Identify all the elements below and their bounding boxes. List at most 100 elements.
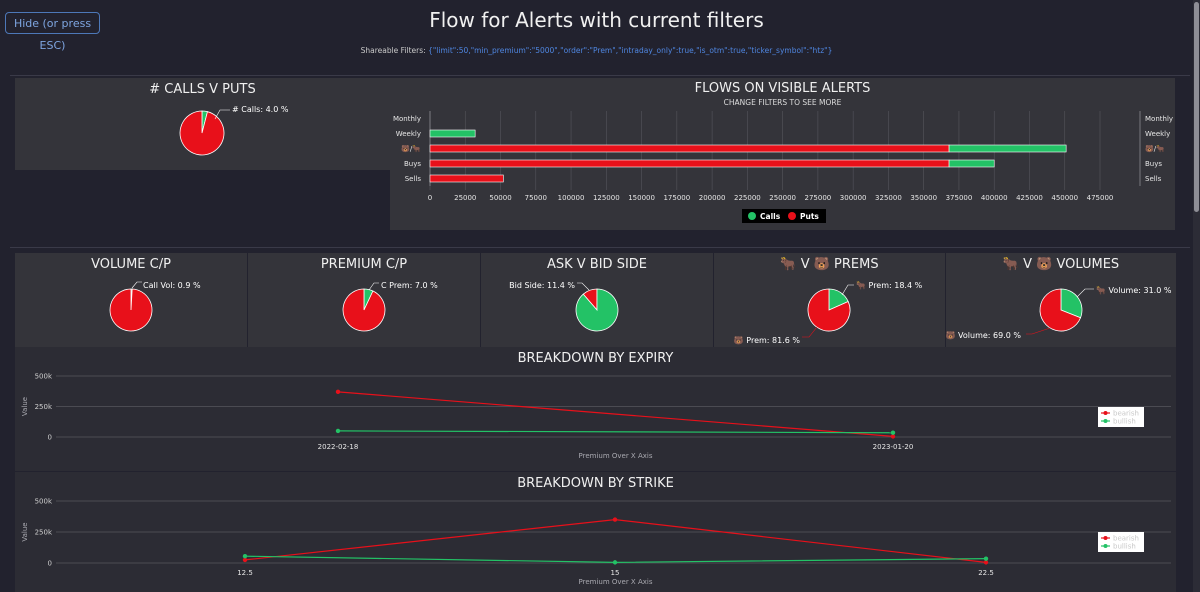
y-axis-label: Value [21,397,29,416]
volume-cp-panel: VOLUME C/P Call Vol: 0.9 % [15,253,247,347]
bar-puts[interactable] [429,174,504,183]
volumes-pie-svg: 🐂 Volume: 31.0 % 🐻 Volume: 69.0 % [946,286,1172,340]
legend-marker-puts[interactable] [788,212,796,220]
legend-marker-bullish[interactable] [1103,419,1108,423]
legend-label: bearish [1113,410,1139,418]
pie-slice-bearish[interactable] [807,288,851,332]
x-tick-label: 300000 [840,194,867,202]
bar-calls[interactable] [948,159,995,168]
y-tick-label: Sells [405,175,422,183]
strike-title: BREAKDOWN BY STRIKE [517,476,674,491]
ask-v-bid-panel: ASK V BID SIDE Bid Side: 11.4 % [481,253,713,347]
expiry-title: BREAKDOWN BY EXPIRY [517,351,674,366]
pie-label-leader [841,284,854,296]
bar-calls[interactable] [429,129,476,138]
legend-marker-bearish[interactable] [1103,411,1108,415]
x-tick-label: 375000 [946,194,973,202]
y-tick-label: 0 [48,560,52,568]
pie-label-leader [577,282,590,291]
pie-slice-bullish[interactable] [1060,288,1083,319]
point-bullish[interactable] [983,556,989,561]
point-bearish[interactable] [242,557,248,563]
volume-cp-pie-svg: Call Vol: 0.9 % [109,281,201,332]
shareable-filters-label: Shareable Filters: [360,46,429,55]
flows-bar-chart: 0 25000 50000 75000 100000 125000 150000 175000… [393,111,1173,223]
point-bullish[interactable] [335,428,341,434]
point-bearish[interactable] [890,434,896,439]
legend-marker-bullish[interactable] [1103,544,1108,548]
x-tick-label: 350000 [910,194,937,202]
series-line-bearish [244,518,987,563]
x-tick-label: 0 [428,194,432,202]
y-tick-label: 500k [35,373,53,381]
pie-label: 🐻 Prem: 81.6 % [734,335,801,345]
pie-label: Call Vol: 0.9 % [143,281,201,290]
legend-label: Puts [800,212,819,221]
x-tick-label: 475000 [1087,194,1114,202]
divider [10,247,1190,248]
strike-line-chart: 0 250k 500k Value Premium Over X Axis 12.5 15 2… [21,498,1171,586]
point-bearish[interactable] [335,389,341,395]
point-bullish[interactable] [890,430,896,435]
pie-label: C Prem: 7.0 % [381,281,438,290]
y-axis-label: Value [21,522,29,541]
y-tick-label: 250k [35,403,53,411]
shareable-filters-value[interactable]: {"limit":50,"min_premium":"5000","order"… [428,46,833,55]
x-tick-label: 100000 [558,194,585,202]
volume-cp-title: VOLUME C/P [91,257,171,272]
pie-label-leader [131,281,142,289]
pie-label: # Calls: 4.0 % [232,105,289,114]
hide-button[interactable]: Hide (or press ESC) [5,12,100,52]
y-tick-label: Weekly [396,130,421,138]
legend-box [1098,532,1144,552]
x-tick-label: 250000 [769,194,796,202]
prems-title: 🐂 V 🐻 PREMS [780,257,879,272]
point-bearish[interactable] [983,560,989,565]
volumes-panel: 🐂 V 🐻 VOLUMES 🐂 Volume: 31.0 % 🐻 Volume:… [946,253,1176,347]
point-bearish[interactable] [612,517,618,522]
pie-slice-puts[interactable] [109,288,153,332]
pie-slice-puts[interactable] [179,110,225,156]
legend-marker-bearish[interactable] [1103,536,1108,540]
legend-box [1098,407,1144,427]
expiry-line-chart: 0 250k 500k Value Premium Over X Axis 2022-02… [21,373,1171,460]
scrollbar[interactable] [1193,0,1200,592]
pie-slice-bearish[interactable] [1039,288,1082,332]
flows-panel: FLOWS ON VISIBLE ALERTS CHANGE FILTERS T… [390,78,1175,230]
scrollbar-thumb[interactable] [1194,2,1199,212]
flows-subtitle: CHANGE FILTERS TO SEE MORE [723,98,842,107]
x-axis-label: Premium Over X Axis [579,452,653,460]
pie-slice-puts[interactable] [342,288,386,332]
calls-v-puts-panel: # CALLS V PUTS # Calls: 4.0 % [15,78,390,170]
legend-marker-calls[interactable] [748,212,756,220]
x-tick-label: 125000 [593,194,620,202]
pie-label: 🐂 Prem: 18.4 % [856,281,923,290]
pie-label-leader [368,282,379,291]
pie-label: 🐂 Volume: 31.0 % [1096,286,1172,295]
pie-label-leader [802,326,818,338]
prems-pie-svg: 🐂 Prem: 18.4 % 🐻 Prem: 81.6 % [734,281,923,345]
y-tick-label-right: 🐻/🐂 [1145,144,1165,153]
x-tick-label: 275000 [805,194,832,202]
y-tick-label-right: Monthly [1145,115,1173,123]
y-tick-label: 500k [35,498,53,506]
x-tick-label: 15 [611,569,620,577]
ask-v-bid-title: ASK V BID SIDE [546,257,648,272]
point-bullish[interactable] [612,560,618,565]
y-tick-label-right: Weekly [1145,130,1170,138]
bar-puts[interactable] [429,159,950,168]
x-tick-label: 22.5 [978,569,994,577]
pie-label-leader [1076,288,1094,298]
x-tick-label: 175000 [663,194,690,202]
pie-slice-ask[interactable] [575,288,619,332]
x-tick-label: 2023-01-20 [873,443,914,451]
point-bullish[interactable] [242,553,248,559]
bar-puts[interactable] [429,144,950,153]
bar-calls[interactable] [948,144,1067,153]
x-tick-label: 2022-02-18 [318,443,359,451]
premium-cp-pie-svg: C Prem: 7.0 % [342,281,438,332]
pie-label: Bid Side: 11.4 % [509,281,575,290]
pie-label-leader [1026,327,1051,335]
x-tick-label: 425000 [1016,194,1043,202]
